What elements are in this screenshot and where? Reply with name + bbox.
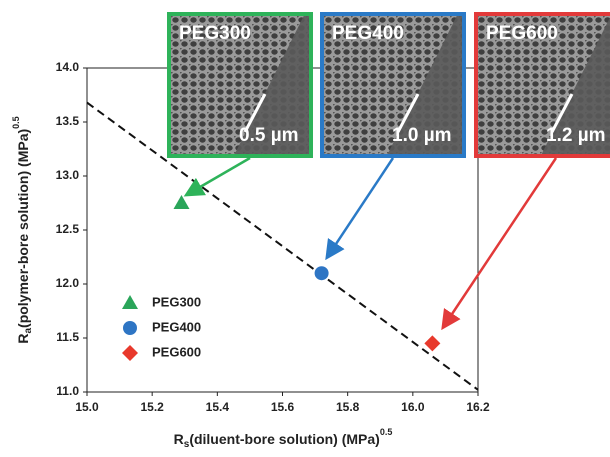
x-tick-label: 15.2: [140, 400, 164, 414]
inset-image: PEG600 1.2 µm: [474, 12, 610, 158]
legend-label: PEG300: [152, 294, 201, 309]
inset-label: PEG600: [486, 23, 558, 44]
marker: [315, 266, 329, 280]
arrow: [328, 158, 393, 256]
x-tick-label: 15.0: [75, 400, 99, 414]
legend-label: PEG400: [152, 319, 201, 334]
legend-marker: [122, 295, 138, 309]
inset-image: PEG400 1.0 µm: [320, 12, 466, 158]
scale-label: 1.0 µm: [392, 125, 452, 146]
y-tick-label: 12.5: [56, 222, 80, 236]
legend-marker: [123, 321, 137, 335]
x-tick-label: 15.4: [206, 400, 230, 414]
legend-marker: [122, 345, 138, 361]
y-axis-label: Ra(polymer-bore solution) (MPa)0.5: [11, 116, 33, 343]
arrow: [444, 158, 556, 326]
x-tick-label: 16.2: [466, 400, 490, 414]
y-tick-label: 11.5: [56, 330, 79, 344]
y-tick-label: 11.0: [56, 384, 79, 398]
y-tick-label: 14.0: [56, 60, 80, 74]
x-tick-label: 16.0: [401, 400, 425, 414]
chart: 15.0 15.2 15.4 15.6 15.8 16.0 16.2 11.0 11.5 12.0…: [0, 0, 610, 457]
legend-label: PEG600: [152, 344, 201, 359]
scale-label: 0.5 µm: [239, 125, 299, 146]
marker: [424, 335, 440, 351]
x-tick-label: 15.6: [271, 400, 295, 414]
marker: [173, 195, 189, 209]
arrow: [188, 158, 250, 194]
y-tick-label: 13.5: [56, 114, 80, 128]
x-tick-label: 15.8: [336, 400, 360, 414]
scale-label: 1.2 µm: [546, 125, 606, 146]
inset-label: PEG300: [179, 23, 251, 44]
insets: PEG300 0.5 µm PEG400 1.0 µm PEG600 1.2 µm: [167, 12, 610, 158]
inset-label: PEG400: [332, 23, 404, 44]
y-tick-label: 13.0: [56, 168, 80, 182]
x-axis-label: Rs(diluent-bore solution) (MPa)0.5: [174, 427, 393, 449]
y-tick-label: 12.0: [56, 276, 80, 290]
inset-image: PEG300 0.5 µm: [167, 12, 313, 158]
